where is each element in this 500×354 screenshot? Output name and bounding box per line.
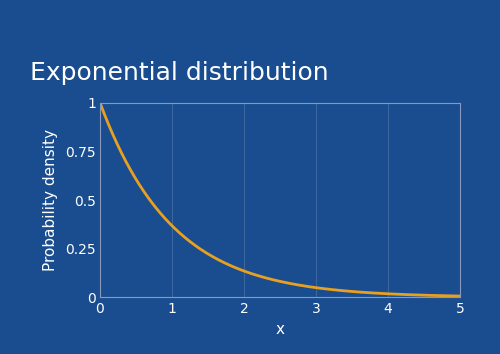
Text: Exponential distribution: Exponential distribution (30, 61, 328, 85)
X-axis label: x: x (276, 322, 284, 337)
Y-axis label: Probability density: Probability density (44, 129, 59, 271)
